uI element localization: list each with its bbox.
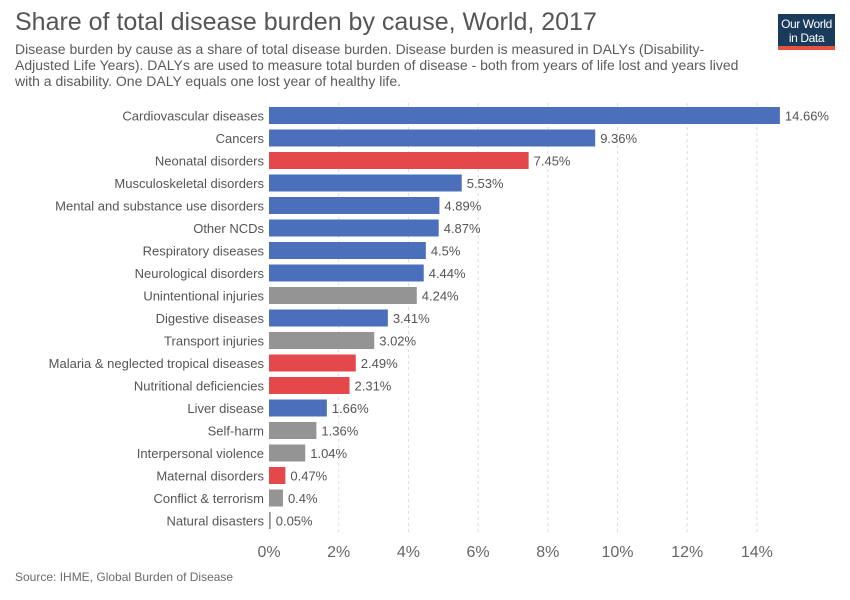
value-label: 0.47%: [290, 469, 327, 484]
logo-line-2: in Data: [788, 31, 825, 45]
value-label: 4.24%: [422, 289, 459, 304]
category-label: Maternal disorders: [156, 469, 264, 484]
chart-subtitle: Disease burden by cause as a share of to…: [15, 41, 739, 89]
value-label: 9.36%: [600, 131, 637, 146]
x-axis: 0% 2% 4% 6% 8% 10% 12% 14%: [257, 544, 772, 561]
value-label: 1.04%: [310, 446, 347, 461]
category-label: Respiratory diseases: [143, 244, 265, 259]
bar[interactable]: [269, 354, 356, 372]
category-label: Self-harm: [208, 424, 264, 439]
value-label: 2.49%: [361, 356, 398, 371]
bar[interactable]: [269, 197, 440, 214]
value-label: 7.45%: [534, 154, 571, 169]
bar[interactable]: [269, 512, 271, 529]
value-labels: 14.66% 9.36% 7.45% 5.53% 4.89% 4.87% 4.5% 4.44%…: [276, 109, 830, 529]
category-label: Cancers: [216, 131, 265, 146]
value-label: 2.31%: [355, 379, 392, 394]
category-label: Musculoskeletal disorders: [114, 176, 264, 191]
category-label: Conflict & terrorism: [153, 491, 264, 506]
value-label: 0.4%: [288, 491, 318, 506]
category-label: Malaria & neglected tropical diseases: [49, 356, 265, 371]
bars: [269, 107, 780, 529]
value-label: 5.53%: [467, 176, 504, 191]
source-note: Source: IHME, Global Burden of Disease: [15, 570, 234, 584]
bar[interactable]: [269, 309, 388, 327]
x-tick-label: 10%: [601, 544, 633, 561]
bar[interactable]: [269, 377, 350, 394]
chart-title: Share of total disease burden by cause, …: [15, 8, 597, 36]
value-label: 1.36%: [321, 424, 358, 439]
x-tick-label: 14%: [741, 544, 773, 561]
logo-line-1: Our World: [781, 17, 832, 31]
category-label: Natural disasters: [166, 514, 264, 529]
x-tick-label: 6%: [467, 544, 490, 561]
bar[interactable]: [269, 219, 439, 237]
bar[interactable]: [269, 332, 375, 349]
category-label: Mental and substance use disorders: [55, 199, 264, 214]
bar[interactable]: [269, 444, 306, 462]
category-label: Interpersonal violence: [137, 446, 264, 461]
category-label: Cardiovascular diseases: [122, 109, 264, 124]
category-label: Transport injuries: [164, 334, 264, 349]
value-label: 1.66%: [332, 401, 369, 416]
x-tick-label: 8%: [536, 544, 559, 561]
bar[interactable]: [269, 489, 283, 507]
x-tick-label: 12%: [671, 544, 703, 561]
value-label: 4.89%: [444, 199, 481, 214]
category-label: Unintentional injuries: [143, 289, 264, 304]
value-label: 4.5%: [431, 244, 461, 259]
bar[interactable]: [269, 242, 426, 259]
value-label: 4.87%: [444, 221, 481, 236]
value-label: 4.44%: [429, 266, 466, 281]
value-label: 14.66%: [785, 109, 830, 124]
bar[interactable]: [269, 174, 462, 192]
value-label: 0.05%: [276, 514, 313, 529]
bar[interactable]: [269, 152, 529, 169]
bar[interactable]: [269, 422, 317, 439]
value-label: 3.41%: [393, 311, 430, 326]
bar[interactable]: [269, 287, 417, 304]
bar[interactable]: [269, 107, 780, 124]
category-label: Liver disease: [187, 401, 264, 416]
bar[interactable]: [269, 264, 424, 282]
category-labels: Cardiovascular diseases Cancers Neonatal d…: [49, 109, 265, 529]
category-label: Neonatal disorders: [155, 154, 265, 169]
bar[interactable]: [269, 129, 596, 147]
category-label: Digestive diseases: [156, 311, 265, 326]
x-tick-label: 4%: [397, 544, 420, 561]
x-tick-label: 0%: [257, 544, 280, 561]
owid-logo[interactable]: Our World in Data: [778, 14, 835, 50]
x-tick-label: 2%: [327, 544, 350, 561]
bar[interactable]: [269, 399, 327, 417]
category-label: Nutritional deficiencies: [134, 379, 265, 394]
category-label: Neurological disorders: [135, 266, 265, 281]
category-label: Other NCDs: [193, 221, 264, 236]
value-label: 3.02%: [379, 334, 416, 349]
bar[interactable]: [269, 467, 286, 484]
